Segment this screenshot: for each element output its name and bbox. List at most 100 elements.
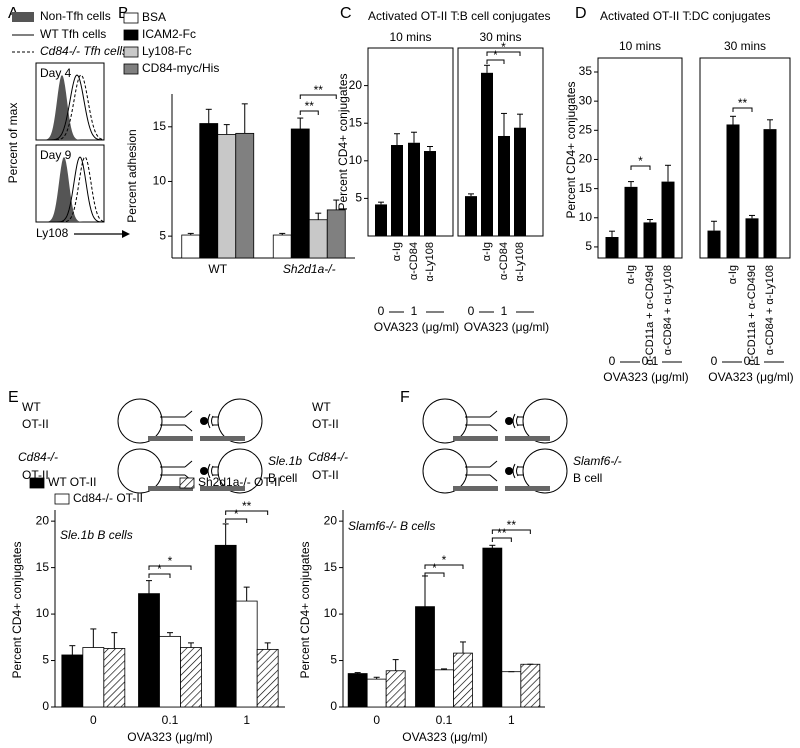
y-axis-label: Percent CD4+ conjugates [10,541,24,678]
x-axis-label: OVA323 (μg/ml) [708,370,793,384]
schematic-label: Cd84-/- [18,450,58,464]
bar [408,142,420,236]
y-tick-label: 10 [153,174,167,188]
bar [366,678,387,708]
y-axis-label: Percent CD4+ conjugates [336,73,350,210]
axis-arrow-head [122,230,130,238]
significance-label: ** [242,499,252,513]
dose-label: 1 [501,304,508,318]
cell-pair [117,398,263,444]
significance-bracket [299,110,319,115]
x-tick-label: WT [208,262,227,276]
bar [624,186,638,258]
legend-swatch [123,12,139,24]
bar [290,128,310,259]
x-tick-label: α-Ig [727,265,739,284]
legend-label: WT OT-II [48,475,96,489]
significance-bracket [424,564,464,569]
dose-label: 0.1 [744,354,761,368]
histogram-curve [36,157,104,222]
significance-label: * [493,48,498,62]
legend-label: Cd84-/- Tfh cells [40,44,128,58]
x-tick-label: 0.1 [436,713,453,727]
x-tick-label: α-CD11a + α-CD49d [746,265,758,365]
histogram-curve [36,156,105,223]
bar [501,671,522,708]
significance-label: ** [305,99,315,113]
y-tick-label: 10 [36,606,50,620]
x-tick-label: α-CD84 + α-Ly108 [764,265,776,355]
y-tick-label: 0 [330,699,337,713]
significance-bracket [491,537,512,542]
y-tick-label: 0 [42,699,49,713]
y-tick-label: 20 [579,152,593,166]
bar [707,230,721,258]
subpanel-frame [699,57,791,259]
bar [217,134,237,259]
legend-swatch [12,12,34,22]
significance-label: ** [497,526,507,540]
y-tick-label: 15 [324,560,338,574]
dose-label: 0 [468,304,475,318]
legend-label: Sh2d1a-/- OT-II [198,475,281,489]
bar [465,196,477,236]
y-tick-label: 10 [324,606,338,620]
bar [272,234,292,259]
panel-letter: E [8,389,19,406]
schematic-label: OT-II [22,417,49,431]
schematic-label: Cd84-/- [308,450,348,464]
cell-pair [422,398,568,444]
y-tick-label: 5 [355,191,362,205]
legend-label: CD84-myc/His [142,61,219,75]
significance-label: * [432,561,437,575]
chart-title: Activated OT-II T:DC conjugates [600,9,771,23]
bar [385,670,406,708]
bar [498,135,510,236]
x-tick-label: α-Ig [391,242,403,261]
significance-bracket [225,518,248,523]
panel-letter: D [575,5,587,22]
x-axis-label: OVA323 (μg/ml) [464,320,549,334]
schematic-f: WT OT-II Cd84-/- OT-II Slamf6-/- B cell [308,398,622,494]
legend-swatch [54,493,70,505]
histogram-curve [36,75,104,140]
bar [138,593,160,708]
y-tick-label: 5 [42,653,49,667]
bar [199,123,219,259]
y-tick-label: 30 [579,93,593,107]
x-tick-label: 1 [508,713,515,727]
y-tick-label: 20 [349,78,363,92]
bar [256,648,279,708]
bar [605,237,619,258]
significance-bracket [299,94,337,99]
y-tick-label: 5 [330,653,337,667]
bar [326,209,346,259]
bar [391,145,403,236]
x-tick-label: α-Ig [625,265,637,284]
panel-letter: B [118,5,129,22]
significance-bracket [732,107,753,112]
dose-label: 1 [411,304,418,318]
bar [453,652,473,708]
y-tick-label: 35 [579,64,593,78]
significance-label: * [157,562,162,576]
x-tick-label: α-CD84 [408,242,420,280]
significance-bracket [424,572,445,577]
subpanel-label: Day 9 [40,148,72,162]
cell-pair [422,448,568,494]
y-tick-label: 25 [579,122,593,136]
inner-label: Slamf6-/- B cells [348,519,435,533]
bar [375,204,387,236]
significance-bracket [148,565,192,570]
significance-label: ** [738,96,748,110]
bar [763,129,777,258]
bar [159,635,181,708]
y-tick-label: 5 [585,239,592,253]
bar [424,151,436,236]
bar [514,127,526,236]
bar [434,669,454,708]
x-tick-label: α-Ly108 [424,242,436,282]
legend-swatch [179,477,195,489]
significance-label: * [638,154,643,168]
